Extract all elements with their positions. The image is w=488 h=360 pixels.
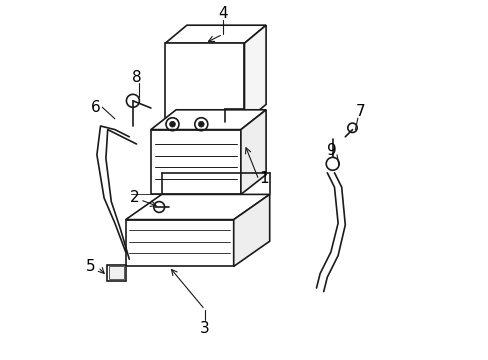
Polygon shape: [151, 110, 265, 130]
Polygon shape: [244, 25, 265, 122]
Bar: [108, 266, 124, 279]
Polygon shape: [151, 130, 241, 194]
Text: 8: 8: [131, 70, 141, 85]
Text: 7: 7: [355, 104, 365, 119]
Polygon shape: [125, 220, 233, 266]
Text: 1: 1: [259, 171, 268, 186]
Text: 6: 6: [91, 100, 101, 115]
Polygon shape: [233, 194, 269, 266]
Text: 9: 9: [326, 143, 336, 158]
Text: 4: 4: [218, 6, 227, 21]
Polygon shape: [125, 194, 269, 220]
Polygon shape: [165, 25, 265, 43]
Circle shape: [198, 121, 204, 127]
Text: 3: 3: [200, 321, 209, 336]
Bar: [107, 265, 125, 281]
Text: 5: 5: [85, 259, 95, 274]
Polygon shape: [165, 43, 244, 122]
Circle shape: [169, 121, 175, 127]
Polygon shape: [241, 110, 265, 194]
Text: 2: 2: [130, 190, 139, 205]
